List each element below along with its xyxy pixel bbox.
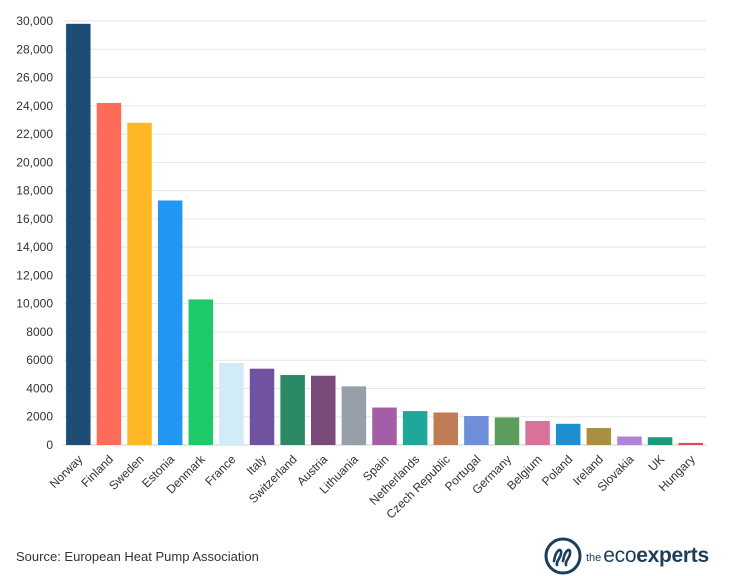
bar-hungary [678, 442, 703, 445]
y-tick-label: 26,000 [16, 71, 53, 85]
y-tick-label: 30,000 [16, 14, 53, 28]
bar-sweden [127, 122, 152, 445]
bar-france [219, 363, 244, 445]
logo-experts-text: experts [636, 544, 709, 567]
bar-denmark [188, 299, 214, 445]
y-tick-label: 22,000 [16, 127, 53, 141]
y-axis-ticks: 0 2000 4000 6000 8000 10,000 12,000 14,000 16,00… [16, 14, 53, 452]
x-tick-label: Italy [244, 452, 269, 477]
y-tick-label: 24,000 [16, 99, 53, 113]
bar-finland [96, 102, 122, 446]
bars [66, 23, 703, 446]
bar-czech-republic [433, 412, 458, 445]
ecoexperts-logo-icon [544, 537, 582, 575]
y-tick-label: 6000 [26, 353, 53, 367]
bar-estonia [157, 200, 183, 445]
bar-belgium [525, 420, 550, 445]
logo-eco-text: eco [603, 544, 637, 567]
bar-italy [249, 368, 275, 445]
y-tick-label: 0 [46, 438, 53, 452]
y-tick-label: 16,000 [16, 212, 53, 226]
brand-logo: the ecoexperts [544, 536, 709, 576]
y-tick-label: 2000 [26, 410, 53, 424]
bar-portugal [464, 416, 489, 445]
source-note: Source: European Heat Pump Association [16, 549, 259, 564]
bar-lithuania [341, 386, 367, 445]
bar-spain [372, 407, 397, 445]
x-tick-label: France [202, 452, 239, 489]
y-tick-label: 20,000 [16, 155, 53, 169]
bar-austria [311, 375, 336, 445]
y-tick-label: 14,000 [16, 240, 53, 254]
x-tick-label: Norway [47, 452, 86, 491]
bar-norway [66, 23, 91, 446]
bar-germany [494, 417, 520, 445]
y-tick-label: 8000 [26, 325, 53, 339]
logo-wordmark: ecoexperts [603, 544, 709, 568]
bar-ireland [586, 428, 612, 445]
bar-netherlands [402, 411, 428, 445]
x-tick-label: Poland [539, 452, 575, 488]
x-tick-label: UK [646, 452, 668, 474]
bar-switzerland [280, 375, 305, 445]
y-tick-label: 18,000 [16, 184, 53, 198]
y-tick-label: 4000 [26, 381, 53, 395]
bar-poland [555, 423, 581, 445]
y-tick-label: 12,000 [16, 268, 53, 282]
bar-slovakia [617, 436, 642, 445]
chart: 0 2000 4000 6000 8000 10,000 12,000 14,000 16,00… [16, 14, 706, 522]
y-tick-label: 28,000 [16, 42, 53, 56]
y-tick-label: 10,000 [16, 297, 53, 311]
bar-uk [647, 437, 673, 445]
logo-the-text: the [586, 552, 602, 564]
